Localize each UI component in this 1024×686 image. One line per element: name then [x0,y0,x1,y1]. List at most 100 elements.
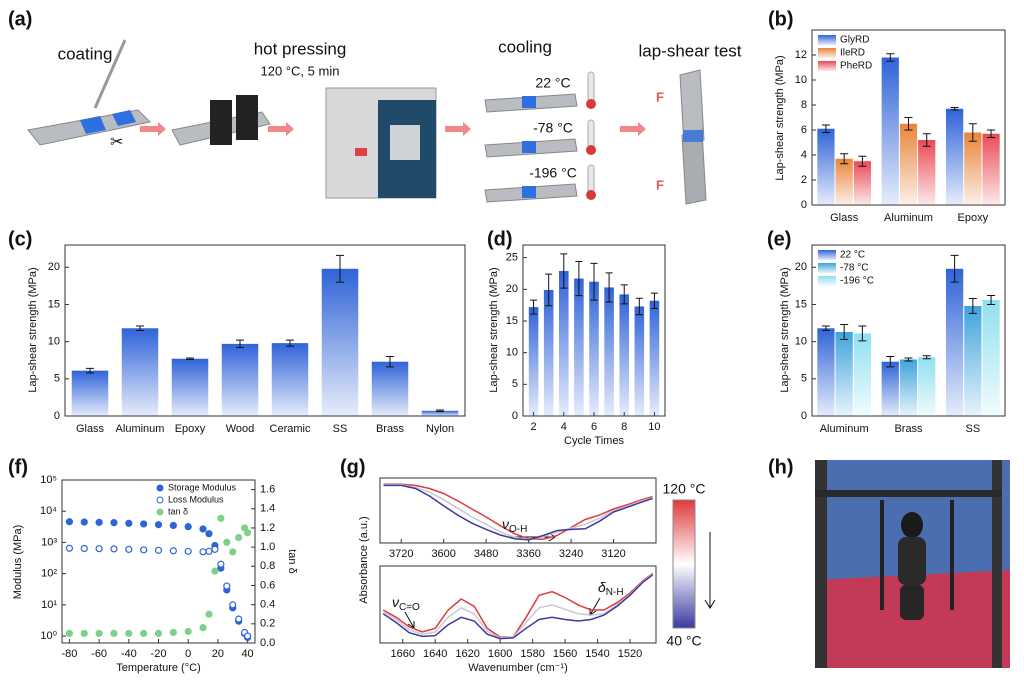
point [205,610,213,618]
y-axis-label: Modulus (MPa) [12,525,24,600]
legend-label: IleRD [840,48,865,59]
point [229,548,237,556]
bar [835,331,853,416]
point [140,546,148,554]
colorbar-label: 40 °C [666,633,701,649]
point [217,514,225,522]
point [95,545,103,553]
point [65,629,74,638]
point [223,582,231,590]
error-bar [575,260,583,297]
y-tick-label: 10 [795,74,807,86]
photo-post [880,500,884,610]
error-bar [436,409,444,413]
error-bar [620,284,628,305]
x-tick-label: 4 [561,421,567,433]
error-bar [922,133,931,147]
temp-label: 22 °C [535,75,570,91]
panel-label: (h) [768,456,794,478]
legend-swatch [818,48,836,58]
y-tick-label: 2 [801,174,807,186]
y2-axis-label: tan δ [286,549,298,573]
x-tick-label: 1540 [585,648,609,660]
x-tick-label: Brass [894,423,923,435]
point [199,548,207,556]
plot-frame [64,244,466,417]
clip [236,95,258,140]
adhesive [683,130,703,142]
annotation-symbol: δ [598,579,606,595]
legend-label: -78 °C [840,263,868,274]
bar [634,306,645,416]
temp-label: -78 °C [533,120,573,136]
colorbar [672,499,696,629]
error-bar [886,53,895,62]
substrate [679,69,705,146]
bar [574,278,584,416]
y-tick-label: 10 [506,347,518,359]
x-axis-label: Cycle Times [564,435,624,447]
point [205,530,213,538]
bar [853,333,872,416]
legend-label: Loss Modulus [168,494,224,504]
photo-person [901,512,923,538]
y-tick-label: 25 [506,252,518,264]
y-tick-label: 10⁴ [40,505,57,517]
y-tick-label: 20 [795,261,807,273]
photo-person [900,585,924,620]
x-tick-label: Glass [830,212,859,224]
point [110,519,118,527]
error-bar [904,357,913,362]
x-tick-label: 10 [648,421,660,433]
step-label: cooling [498,37,552,56]
legend-swatch [818,263,836,273]
point [125,545,133,553]
y-tick-label: 8 [801,99,807,111]
point [110,629,118,638]
legend-swatch [818,250,836,260]
error-bar [904,117,913,131]
point [199,525,207,533]
y2-tick-label: 1.4 [260,503,275,515]
point [140,629,148,638]
error-bar [136,325,144,331]
point [223,538,231,546]
x-tick-label: 3720 [389,548,413,560]
bar [371,361,409,416]
panel-label: (e) [767,228,791,250]
error-bar [987,129,996,138]
y-tick-label: 0 [801,410,807,422]
bar [918,140,936,205]
cooling-samples [484,71,596,203]
step-label: lap-shear test [639,41,742,60]
x-tick-label: -80 [61,648,77,660]
y-tick-label: 15 [795,298,807,310]
legend-label: 22 °C [840,250,865,261]
legend-swatch [818,61,836,71]
x-tick-label: 2 [531,421,537,433]
point [80,629,88,638]
point [125,629,133,638]
bar [121,328,159,416]
x-tick-label: Aluminum [820,423,869,435]
spectrum-line [382,572,654,638]
point [140,520,148,528]
error-bar [987,295,996,305]
error-bar [560,253,568,289]
legend-marker [156,484,164,492]
spectrum-line [382,574,654,640]
legend-label: tan δ [168,506,188,516]
error-bar [635,297,643,316]
error-bar [590,262,598,301]
panel-label: (f) [8,456,28,478]
photo-post [992,460,1002,668]
legend-swatch [818,276,836,286]
x-tick-label: 1660 [390,648,414,660]
y-tick-label: 10⁵ [40,474,57,486]
x-tick-label: 3600 [431,548,455,560]
panel-label: (c) [8,228,32,250]
x-tick-label: 1560 [553,648,577,660]
spectrum-line [383,483,653,541]
point [205,547,213,555]
bar [835,158,853,205]
